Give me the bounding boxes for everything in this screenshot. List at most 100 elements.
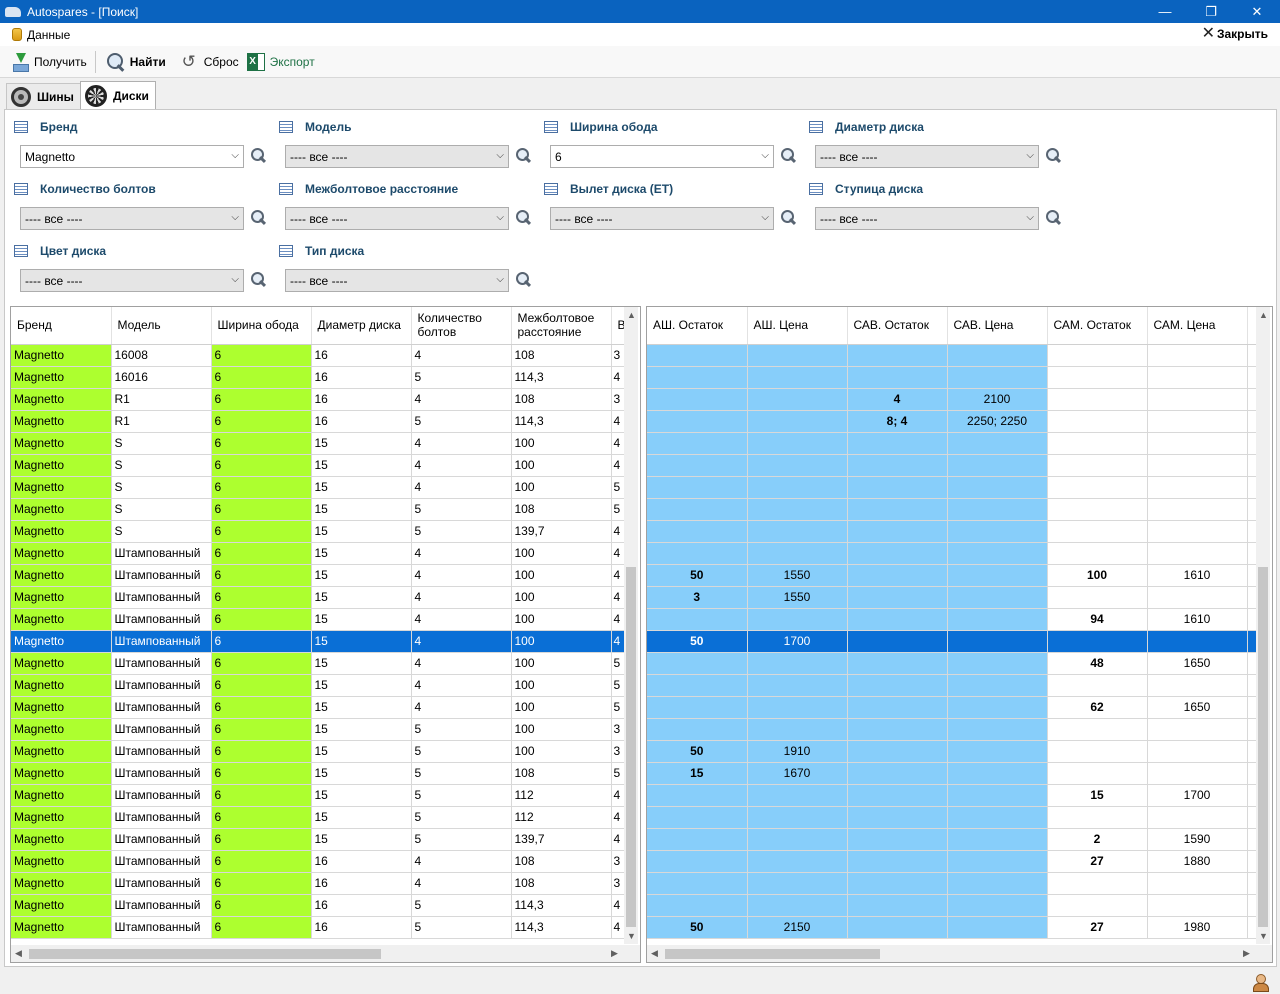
- search-icon[interactable]: [515, 147, 533, 165]
- chevron-down-icon[interactable]: ⌵: [231, 274, 239, 285]
- close-window-button[interactable]: ✕: [1251, 3, 1263, 19]
- table-row[interactable]: [647, 542, 1261, 565]
- rims-grid-vscroll-thumb[interactable]: [626, 567, 636, 927]
- column-header[interactable]: Межболтовое расстояние: [511, 307, 612, 345]
- menu-data[interactable]: Данные: [12, 28, 70, 42]
- search-icon[interactable]: [250, 147, 268, 165]
- table-row[interactable]: [647, 520, 1261, 543]
- column-header[interactable]: Количество болтов: [411, 307, 512, 345]
- stock-grid-vscroll[interactable]: ▲ ▼: [1256, 307, 1270, 944]
- table-row[interactable]: Magnetto R1 6 16 4 108 3: [11, 388, 625, 411]
- chevron-down-icon[interactable]: ⌵: [761, 212, 769, 223]
- tab-rims[interactable]: Диски: [79, 81, 156, 110]
- column-header[interactable]: Модель: [111, 307, 212, 345]
- export-button[interactable]: Экспорт: [243, 48, 319, 76]
- maximize-button[interactable]: ❐: [1205, 3, 1217, 19]
- stock-grid-vscroll-thumb[interactable]: [1258, 567, 1268, 927]
- table-row[interactable]: [647, 718, 1261, 741]
- table-row[interactable]: Magnetto Штампованный 6 15 5 112 4: [11, 784, 625, 807]
- search-icon[interactable]: [1045, 147, 1063, 165]
- column-header[interactable]: АШ. Цена: [747, 307, 848, 345]
- search-icon[interactable]: [780, 147, 798, 165]
- table-row[interactable]: [647, 872, 1261, 895]
- minimize-button[interactable]: —: [1158, 4, 1172, 19]
- rims-grid-hscroll-thumb[interactable]: [29, 949, 381, 959]
- scroll-up-arrow[interactable]: ▲: [627, 310, 636, 320]
- column-header[interactable]: САВ. Остаток: [847, 307, 948, 345]
- table-row[interactable]: Magnetto Штампованный 6 16 4 108 3: [11, 872, 625, 895]
- filter-combo[interactable]: ---- все ---- ⌵: [20, 269, 244, 292]
- scroll-down-arrow[interactable]: ▼: [627, 931, 636, 941]
- search-icon[interactable]: [515, 209, 533, 227]
- chevron-down-icon[interactable]: ⌵: [1026, 150, 1034, 161]
- column-header[interactable]: САМ. Остаток: [1047, 307, 1148, 345]
- table-row[interactable]: Magnetto S 6 15 4 100 5: [11, 476, 625, 499]
- table-row[interactable]: Magnetto Штампованный 6 15 4 100 4: [11, 564, 625, 587]
- table-row[interactable]: [647, 344, 1261, 367]
- chevron-down-icon[interactable]: ⌵: [231, 212, 239, 223]
- table-row[interactable]: 15 1670: [647, 762, 1261, 785]
- table-row[interactable]: 94 1610: [647, 608, 1261, 631]
- table-row[interactable]: 8; 4 2250; 2250: [647, 410, 1261, 433]
- table-row[interactable]: Magnetto Штампованный 6 16 5 114,3 4: [11, 916, 625, 939]
- table-row[interactable]: [647, 498, 1261, 521]
- table-row[interactable]: [647, 366, 1261, 389]
- chevron-down-icon[interactable]: ⌵: [1026, 212, 1034, 223]
- table-row[interactable]: Magnetto Штампованный 6 15 4 100 5: [11, 674, 625, 697]
- table-row[interactable]: 4 2100: [647, 388, 1261, 411]
- column-header[interactable]: САВ. Цена: [947, 307, 1048, 345]
- table-row[interactable]: Magnetto Штампованный 6 16 5 114,3 4: [11, 894, 625, 917]
- filter-combo[interactable]: Magnetto ⌵: [20, 145, 244, 168]
- table-row[interactable]: Magnetto 16008 6 16 4 108 3: [11, 344, 625, 367]
- scroll-up-arrow[interactable]: ▲: [1259, 310, 1268, 320]
- chevron-down-icon[interactable]: ⌵: [761, 150, 769, 161]
- table-row[interactable]: [647, 674, 1261, 697]
- table-row[interactable]: 27 1880: [647, 850, 1261, 873]
- filter-combo[interactable]: 6 ⌵: [550, 145, 774, 168]
- table-row[interactable]: 50 1910: [647, 740, 1261, 763]
- table-row[interactable]: Magnetto Штампованный 6 15 5 100 3: [11, 718, 625, 741]
- table-row[interactable]: Magnetto S 6 15 5 139,7 4: [11, 520, 625, 543]
- table-row[interactable]: 50 1700: [647, 630, 1261, 653]
- table-row[interactable]: [647, 806, 1261, 829]
- column-header[interactable]: В(: [611, 307, 625, 345]
- table-row[interactable]: Magnetto Штампованный 6 15 4 100 4: [11, 608, 625, 631]
- column-header[interactable]: САМ. Цена: [1147, 307, 1248, 345]
- stock-grid-hscroll-thumb[interactable]: [665, 949, 880, 959]
- chevron-down-icon[interactable]: ⌵: [231, 150, 239, 161]
- table-row[interactable]: 2 1590: [647, 828, 1261, 851]
- table-row[interactable]: Magnetto Штампованный 6 15 5 100 3: [11, 740, 625, 763]
- get-button[interactable]: Получить: [6, 48, 91, 76]
- column-header[interactable]: АШ. Остаток: [647, 307, 748, 345]
- stock-grid-hscroll[interactable]: ◀ ▶: [647, 945, 1272, 962]
- table-row[interactable]: Magnetto Штампованный 6 15 4 100 4: [11, 586, 625, 609]
- search-icon[interactable]: [515, 271, 533, 289]
- scroll-right-arrow[interactable]: ▶: [1243, 948, 1250, 958]
- scroll-right-arrow[interactable]: ▶: [611, 948, 618, 958]
- tab-tires[interactable]: Шины: [6, 83, 81, 110]
- table-row[interactable]: Magnetto Штампованный 6 15 4 100 5: [11, 652, 625, 675]
- table-row[interactable]: Magnetto Штампованный 6 15 5 139,7 4: [11, 828, 625, 851]
- find-button[interactable]: Найти: [102, 48, 170, 76]
- scroll-left-arrow[interactable]: ◀: [651, 948, 658, 958]
- column-header[interactable]: Диаметр диска: [311, 307, 412, 345]
- table-row[interactable]: Magnetto S 6 15 4 100 4: [11, 432, 625, 455]
- table-row[interactable]: Magnetto Штампованный 6 16 4 108 3: [11, 850, 625, 873]
- menu-close[interactable]: ✕ Закрыть: [1202, 26, 1268, 42]
- table-row[interactable]: [647, 454, 1261, 477]
- table-row[interactable]: Magnetto Штампованный 6 15 4 100 4: [11, 630, 625, 653]
- column-header[interactable]: Ширина обода: [211, 307, 312, 345]
- chevron-down-icon[interactable]: ⌵: [496, 212, 504, 223]
- table-row[interactable]: Magnetto 16016 6 16 5 114,3 4: [11, 366, 625, 389]
- table-row[interactable]: 50 2150 27 1980: [647, 916, 1261, 939]
- search-icon[interactable]: [1045, 209, 1063, 227]
- table-row[interactable]: 15 1700: [647, 784, 1261, 807]
- table-row[interactable]: 50 1550 100 1610: [647, 564, 1261, 587]
- filter-combo[interactable]: ---- все ---- ⌵: [815, 207, 1039, 230]
- table-row[interactable]: Magnetto S 6 15 5 108 5: [11, 498, 625, 521]
- table-row[interactable]: [647, 432, 1261, 455]
- filter-combo[interactable]: ---- все ---- ⌵: [285, 207, 509, 230]
- chevron-down-icon[interactable]: ⌵: [496, 274, 504, 285]
- table-row[interactable]: [647, 476, 1261, 499]
- chevron-down-icon[interactable]: ⌵: [496, 150, 504, 161]
